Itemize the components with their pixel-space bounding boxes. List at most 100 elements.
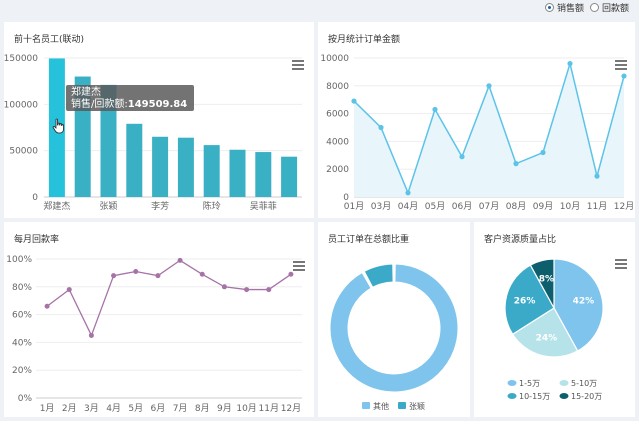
bar-mark	[229, 149, 246, 197]
area-point	[594, 173, 600, 179]
monthly-orders-menu-icon[interactable]	[615, 60, 627, 70]
bar-mark	[281, 156, 298, 197]
monthly-returns-line-chart: 0%20%40%60%80%100%1月 2月 3月 4月 5月 6月 7月 8月 9月 10月 1…	[6, 255, 302, 414]
top-staff-menu-icon[interactable]	[292, 60, 304, 70]
panel-staff-share: 员工订单在总额比重 其他 张颖	[318, 222, 470, 417]
area-xtick-label: 07月	[479, 201, 499, 212]
customer-quality-pie-chart: 42% 24% 26% 8% 1-5万 5-10万 10-15万 15-20万	[504, 258, 604, 401]
bar-ytick-label: 0	[32, 193, 38, 203]
bar-xtick-label: 陈玲	[203, 200, 221, 212]
line-xtick-label: 6月	[151, 403, 166, 414]
area-ytick-label: 0	[343, 193, 349, 203]
line-xtick-label: 7月	[173, 403, 188, 414]
bar-mark	[255, 152, 272, 197]
line-ytick-label: 40%	[12, 338, 32, 348]
area-point	[567, 60, 573, 67]
area-ytick-label: 2000	[326, 165, 349, 175]
radio-returns-label: 回款额	[601, 3, 629, 14]
area-point	[540, 149, 546, 156]
area-point	[432, 106, 438, 113]
radio-returns[interactable]: 回款额	[589, 1, 629, 14]
line-point	[288, 271, 294, 277]
area-xtick-label: 10月	[560, 201, 580, 212]
area-point	[486, 83, 492, 89]
area-xtick-label: 08月	[506, 201, 526, 212]
line-ytick-label: 100%	[6, 255, 32, 265]
area-xtick-label: 05月	[425, 201, 445, 212]
line-point	[199, 271, 205, 277]
line-xtick-label: 3月	[84, 403, 99, 414]
line-xtick-label: 9月	[217, 403, 232, 414]
line-point	[66, 287, 72, 293]
radio-sales-circle[interactable]	[544, 2, 554, 12]
bar-xtick-label: 郑建杰	[43, 200, 70, 212]
tooltip-value: 149509.84	[127, 99, 188, 110]
line-xtick-label: 10月	[236, 403, 256, 414]
bar-ytick-label: 100000	[4, 100, 38, 110]
line-point	[244, 287, 250, 293]
line-xtick-label: 11月	[259, 403, 279, 414]
bar-xtick-label: 张颖	[99, 200, 117, 212]
donut-slice	[329, 263, 459, 393]
donut-legend-label: 张颖	[409, 401, 425, 411]
pie-slice	[529, 258, 555, 309]
radio-sales[interactable]: 销售额	[544, 1, 584, 14]
panel-monthly-returns: 每月回款率 0% 20% 40% 60% 80% 100% 1月 2月 3月 4月 5月 6月 7月 8月…	[4, 222, 314, 417]
panel-top-staff: 前十名员工(联动) 0 50000 100000 150000 郑建杰 张颖 李芳 陈玲 吴菲菲…	[4, 22, 314, 218]
line-point	[266, 287, 272, 293]
hand-cursor-icon	[52, 118, 64, 134]
donut-legend-swatch	[362, 402, 370, 409]
panel-monthly-orders: 按月统计订单金额 0 2000 4000 6000 8000 10000 01月 03月 04月…	[318, 22, 635, 218]
staff-share-donut-chart: 其他 张颖	[329, 263, 459, 411]
radio-returns-circle[interactable]	[589, 2, 599, 12]
area-point	[459, 154, 465, 160]
line-point	[155, 273, 161, 279]
bar-mark	[203, 145, 220, 197]
tooltip-value-row: 销售/回款额:149509.84	[71, 99, 189, 111]
line-ytick-label: 60%	[12, 311, 32, 321]
pie-slice-label: 42%	[573, 296, 595, 306]
pie-legend-label: 15-20万	[571, 392, 602, 401]
line-point	[88, 332, 94, 338]
line-xtick-label: 8月	[195, 403, 210, 414]
pie-slice-label: 24%	[536, 333, 558, 343]
pie-legend-label: 5-10万	[571, 379, 597, 388]
area-ytick-label: 6000	[326, 110, 349, 120]
line-xtick-label: 1月	[40, 403, 55, 414]
area-point	[378, 124, 384, 131]
area-point	[621, 73, 627, 79]
pie-slice-label: 8%	[539, 275, 554, 285]
panel-monthly-returns-title: 每月回款率	[14, 235, 60, 245]
area-xtick-label: 09月	[533, 201, 553, 212]
bar-mark	[152, 136, 169, 197]
bar-ytick-label: 50000	[9, 147, 38, 157]
donut-legend-swatch	[398, 402, 406, 409]
line-point	[44, 303, 50, 309]
monthly-returns-menu-icon[interactable]	[293, 261, 305, 271]
pie-legend-label: 1-5万	[519, 379, 540, 388]
top-toolbar: 销售额 回款额	[0, 0, 639, 18]
area-xtick-label: 06月	[452, 201, 472, 212]
customer-quality-menu-icon[interactable]	[615, 259, 627, 269]
area-fill	[354, 63, 624, 198]
area-xtick-label: 12月	[614, 201, 634, 212]
line-point	[177, 257, 183, 263]
panel-top-staff-title: 前十名员工(联动)	[14, 35, 85, 45]
line-xtick-label: 4月	[106, 403, 121, 414]
area-xtick-label: 03月	[371, 201, 391, 212]
line-ytick-label: 0%	[18, 394, 33, 404]
area-point	[405, 190, 411, 196]
area-ytick-label: 10000	[320, 54, 349, 64]
bar-xtick-label: 李芳	[151, 200, 169, 212]
pie-legend-swatch	[559, 393, 569, 399]
donut-legend-label: 其他	[373, 401, 389, 411]
panel-customer-quality-title: 客户资源质量占比	[484, 235, 557, 245]
area-xtick-label: 01月	[344, 201, 364, 212]
tooltip-series-label: 销售/回款额:	[71, 99, 128, 110]
panel-staff-share-title: 员工订单在总额比重	[328, 235, 410, 245]
pie-legend-swatch	[507, 380, 517, 386]
line-point	[111, 273, 117, 279]
pie-slice	[553, 258, 604, 352]
pie-legend-swatch	[507, 393, 517, 399]
